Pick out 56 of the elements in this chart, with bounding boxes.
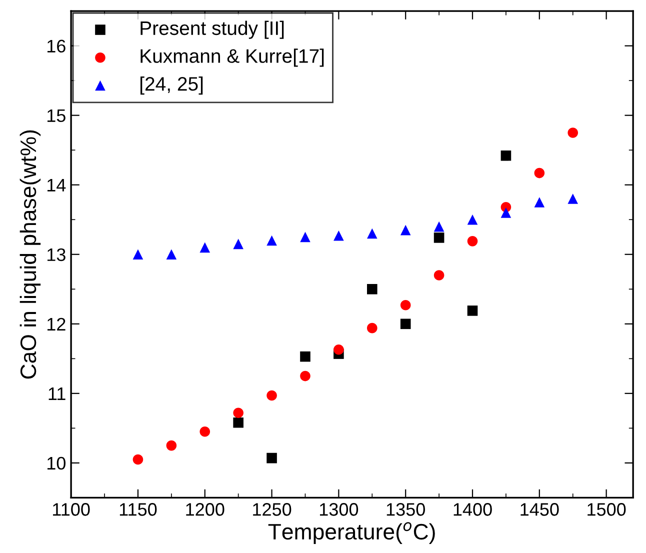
x-tick-label: 1400 (454, 503, 492, 516)
point (366, 284, 378, 294)
point (434, 270, 444, 280)
y-tick-label: 16 (47, 40, 66, 53)
x-tick-label: 1300 (320, 503, 358, 516)
point (366, 228, 378, 239)
point (200, 242, 210, 253)
point (434, 221, 444, 232)
x-tick-label: 1200 (186, 503, 224, 516)
point (132, 454, 144, 465)
y-tick-label: 15 (47, 109, 66, 122)
point (334, 344, 344, 355)
y-tick-label: 14 (47, 178, 66, 192)
point (166, 249, 177, 260)
point (500, 208, 512, 218)
point (467, 306, 478, 316)
point (266, 452, 277, 464)
point (300, 351, 310, 362)
point (366, 322, 378, 334)
point (400, 300, 411, 310)
point (568, 194, 578, 204)
x-tick-label: 1350 (386, 503, 425, 516)
x-tick-label: 1450 (520, 503, 559, 516)
x-tick-label: 1100 (53, 503, 90, 516)
point (467, 214, 478, 225)
point (233, 238, 244, 250)
point (300, 232, 310, 242)
point (467, 236, 478, 246)
point (434, 232, 444, 243)
legend-label: Present study [II] (140, 20, 284, 39)
legend-label: Kuxmann & Kurre[17] (140, 48, 324, 67)
point (166, 440, 177, 451)
point (534, 197, 545, 208)
point (500, 150, 512, 161)
legend-label: [24, 25] (140, 76, 203, 95)
point (233, 417, 244, 428)
point (400, 224, 411, 236)
point (334, 230, 344, 241)
y-tick-label: 11 (48, 388, 66, 400)
point (300, 370, 310, 382)
x-tick-label: 1150 (120, 503, 157, 516)
point (233, 408, 244, 418)
point (132, 249, 144, 260)
point (568, 128, 578, 138)
x-axis-title: Temperature($^{o}$C) (268, 522, 435, 544)
point (534, 168, 545, 178)
y-tick-label: 10 (47, 456, 66, 470)
point (266, 390, 277, 401)
point (400, 318, 411, 330)
point (266, 235, 277, 246)
x-tick-label: 1250 (253, 503, 292, 516)
point (200, 426, 210, 437)
y-tick-label: 12 (47, 318, 66, 330)
x-tick-label: 1500 (588, 503, 626, 516)
y-tick-label: 13 (47, 248, 66, 262)
y-axis-title: CaO in liquid phase(wt%) (20, 130, 41, 379)
